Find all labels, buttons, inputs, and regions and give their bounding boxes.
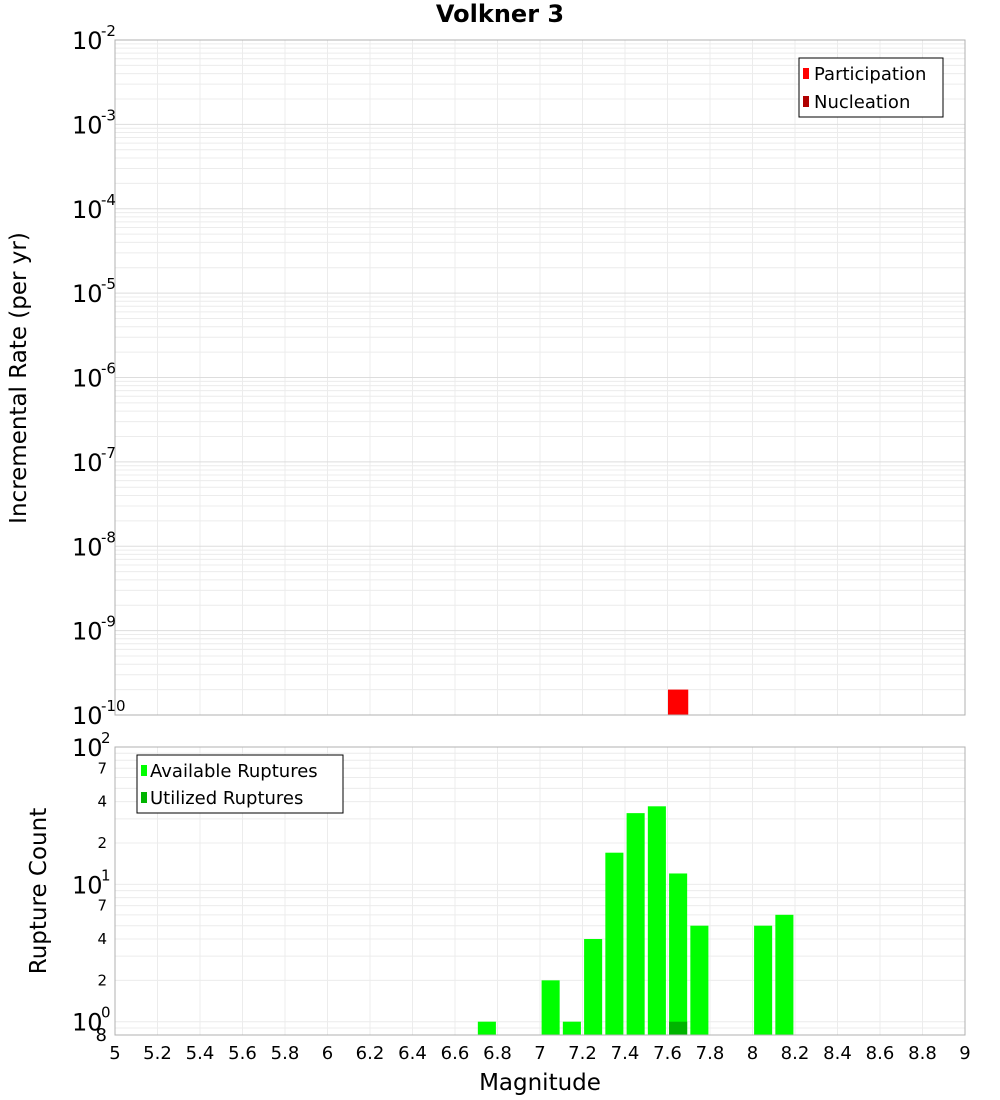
top-y-tick-label: 10 xyxy=(72,365,103,393)
bar-available-ruptures-8-15 xyxy=(775,914,794,1035)
bar-available-ruptures-8-05 xyxy=(754,925,773,1035)
bottom-y-major-tick-label: 10 xyxy=(72,734,103,762)
x-tick-label: 5 xyxy=(109,1043,120,1064)
top-y-tick-exponent: -8 xyxy=(101,528,116,546)
bar-available-ruptures-7-35 xyxy=(605,852,624,1035)
top-y-tick-label: 10 xyxy=(72,27,103,55)
chart-title: Volkner 3 xyxy=(436,0,564,28)
bottom-bars xyxy=(477,806,794,1035)
legend-swatch-available-ruptures xyxy=(141,765,147,776)
top-y-tick-label: 10 xyxy=(72,618,103,646)
top-y-tick-exponent: -7 xyxy=(101,444,116,462)
bar-participation-7-65 xyxy=(668,689,689,715)
bottom-y-minor-tick-label: 7 xyxy=(97,759,107,777)
top-y-tick-exponent: -6 xyxy=(101,360,116,378)
x-tick-label: 8 xyxy=(747,1043,758,1064)
top-y-tick-label: 10 xyxy=(72,280,103,308)
top-grid xyxy=(114,40,966,716)
x-tick-label: 6.2 xyxy=(356,1043,385,1064)
bottom-legend-box xyxy=(136,754,344,814)
x-tick-label: 5.2 xyxy=(143,1043,172,1064)
x-tick-label: 9 xyxy=(959,1043,970,1064)
x-axis-label: Magnitude xyxy=(479,1070,601,1096)
x-tick-label: 8.2 xyxy=(781,1043,810,1064)
top-y-tick-exponent: -2 xyxy=(101,22,116,40)
top-bars xyxy=(668,689,689,715)
x-tick-label: 6.8 xyxy=(483,1043,512,1064)
legend-label-participation: Participation xyxy=(814,64,926,85)
bottom-y-minor-tick-label: 2 xyxy=(97,834,107,852)
x-tick-label: 8.8 xyxy=(908,1043,937,1064)
top-y-tick-label: 10 xyxy=(72,702,103,730)
legend-label-nucleation: Nucleation xyxy=(814,92,910,113)
top-y-tick-label: 10 xyxy=(72,449,103,477)
bottom-y-major-tick-exponent: 0 xyxy=(101,1004,111,1022)
bottom-y-minor-tick-label: 7 xyxy=(97,897,107,915)
bar-available-ruptures-6-75 xyxy=(477,1021,496,1035)
bar-available-ruptures-7-75 xyxy=(690,925,709,1035)
bottom-y-minor-tick-label: 4 xyxy=(97,930,107,948)
bar-utilized-ruptures-7-65 xyxy=(669,1021,688,1035)
top-y-tick-label: 10 xyxy=(72,196,103,224)
bottom-legend: Available Ruptures Utilized Ruptures xyxy=(136,754,344,814)
top-y-tick-label: 10 xyxy=(72,111,103,139)
top-legend: Participation Nucleation xyxy=(798,57,944,118)
bar-available-ruptures-7-25 xyxy=(584,939,603,1035)
bottom-y-minor-tick-label: 8 xyxy=(96,1025,107,1046)
bottom-y-minor-tick-label: 4 xyxy=(97,793,107,811)
x-tick-label: 5.4 xyxy=(186,1043,215,1064)
x-tick-label: 8.6 xyxy=(866,1043,895,1064)
top-legend-box xyxy=(798,57,944,118)
top-y-axis-label: Incremental Rate (per yr) xyxy=(6,232,32,524)
legend-label-utilized-ruptures: Utilized Ruptures xyxy=(150,788,303,809)
top-y-tick-exponent: -10 xyxy=(101,697,126,715)
bottom-y-major-tick-exponent: 2 xyxy=(101,729,111,747)
x-tick-label: 7.8 xyxy=(696,1043,725,1064)
top-y-tick-exponent: -5 xyxy=(101,275,116,293)
legend-label-available-ruptures: Available Ruptures xyxy=(150,761,318,782)
top-y-tick-label: 10 xyxy=(72,533,103,561)
bar-available-ruptures-7-15 xyxy=(562,1021,581,1035)
x-tick-label: 7.6 xyxy=(653,1043,682,1064)
bar-available-ruptures-7-05 xyxy=(541,980,560,1035)
top-y-tick-exponent: -3 xyxy=(101,106,116,124)
bar-available-ruptures-7-45 xyxy=(626,813,645,1035)
x-tick-label: 6.6 xyxy=(441,1043,470,1064)
x-tick-label: 7.4 xyxy=(611,1043,640,1064)
x-tick-label: 5.8 xyxy=(271,1043,300,1064)
bottom-grid xyxy=(114,746,966,1036)
x-tick-labels: 5 5.2 5.4 5.6 5.8 6 6.2 6.4 6.6 6.8 7 7.2 7.4 7.6 7.8 8… xyxy=(109,1043,970,1064)
x-tick-label: 7.2 xyxy=(568,1043,597,1064)
legend-swatch-utilized-ruptures xyxy=(141,792,147,803)
x-tick-label: 7 xyxy=(534,1043,545,1064)
bottom-y-major-tick-label: 10 xyxy=(72,1009,103,1037)
bottom-y-major-tick-label: 10 xyxy=(72,871,103,899)
bottom-plot-frame xyxy=(114,746,966,1036)
bottom-y-axis-label: Rupture Count xyxy=(26,808,52,974)
top-y-tick-exponent: -4 xyxy=(101,191,116,209)
bar-available-ruptures-7-65 xyxy=(669,873,688,1035)
x-tick-label: 6 xyxy=(322,1043,333,1064)
bar-available-ruptures-7-55 xyxy=(647,806,666,1035)
legend-swatch-participation xyxy=(803,68,809,79)
bottom-y-minor-tick-label: 2 xyxy=(97,971,107,989)
x-tick-label: 5.6 xyxy=(228,1043,257,1064)
x-tick-label: 8.4 xyxy=(823,1043,852,1064)
bottom-y-major-tick-exponent: 1 xyxy=(101,866,111,884)
top-y-tick-labels: 10-210-310-410-510-610-710-810-910-10 xyxy=(72,22,126,730)
legend-swatch-nucleation xyxy=(803,96,809,107)
x-tick-label: 6.4 xyxy=(398,1043,427,1064)
top-y-tick-exponent: -9 xyxy=(101,613,116,631)
top-panel: 10-210-310-410-510-610-710-810-910-10 In… xyxy=(6,22,966,730)
top-plot-frame xyxy=(114,39,966,716)
